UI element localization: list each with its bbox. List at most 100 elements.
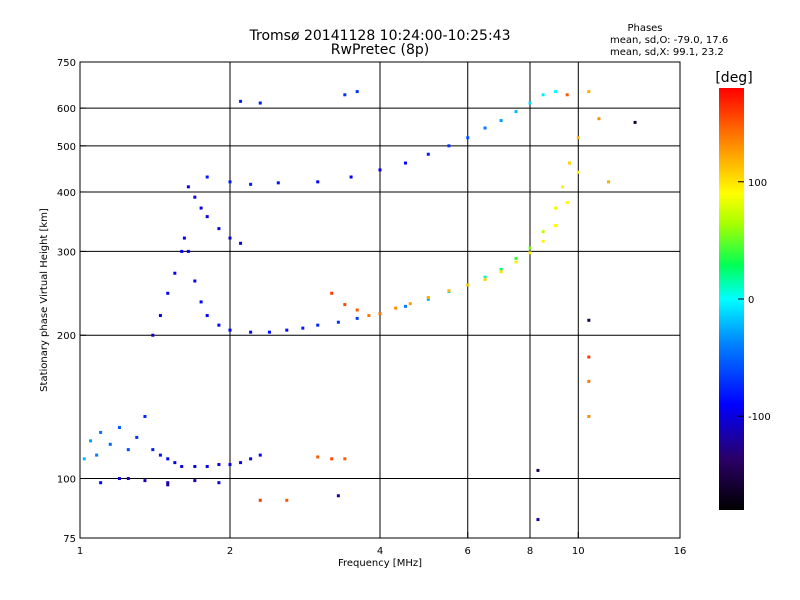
data-point [577, 136, 580, 139]
data-point [466, 284, 469, 287]
data-point [118, 426, 121, 429]
data-point [301, 327, 304, 330]
x-tick-label: 4 [377, 546, 383, 557]
data-point [484, 127, 487, 130]
data-point [249, 457, 252, 460]
data-point [566, 201, 569, 204]
data-point [200, 207, 203, 210]
data-point [500, 270, 503, 273]
data-point [180, 465, 183, 468]
data-point [229, 180, 232, 183]
data-point [394, 307, 397, 310]
x-tick-label: 10 [572, 546, 585, 557]
data-point [404, 162, 407, 165]
data-point [249, 331, 252, 334]
data-point [259, 499, 262, 502]
data-point [193, 479, 196, 482]
data-point [316, 180, 319, 183]
y-tick-label: 75 [63, 534, 76, 545]
data-point [229, 463, 232, 466]
data-point [206, 465, 209, 468]
data-point [427, 153, 430, 156]
data-point [217, 227, 220, 230]
grid-lines [80, 62, 680, 538]
data-point [529, 247, 532, 250]
data-point [542, 93, 545, 96]
data-point [337, 494, 340, 497]
data-point [239, 100, 242, 103]
data-point [180, 250, 183, 253]
data-point [259, 102, 262, 105]
data-point [536, 469, 539, 472]
data-point [217, 324, 220, 327]
x-tick-label: 1 [77, 546, 83, 557]
data-point [229, 237, 232, 240]
data-point [330, 292, 333, 295]
y-tick-label: 200 [57, 331, 76, 342]
data-point [566, 93, 569, 96]
data-point [183, 237, 186, 240]
data-point [277, 181, 280, 184]
y-tick-label: 300 [57, 247, 76, 258]
colorbar-tick-label: -100 [748, 412, 771, 423]
data-point [135, 436, 138, 439]
data-point [193, 196, 196, 199]
ionogram-chart: Tromsø 20141128 10:24:00-10:25:43 RwPret… [0, 0, 800, 600]
data-point [239, 461, 242, 464]
data-point [118, 477, 121, 480]
data-point [447, 289, 450, 292]
phases-heading: Phases [627, 23, 662, 34]
data-point [554, 224, 557, 227]
data-point [597, 117, 600, 120]
data-point [587, 319, 590, 322]
data-point [127, 477, 130, 480]
data-point [193, 280, 196, 283]
y-tick-label: 750 [57, 58, 76, 69]
data-point [484, 278, 487, 281]
x-tick-label: 6 [465, 546, 471, 557]
data-point [343, 457, 346, 460]
x-tick-label: 2 [227, 546, 233, 557]
data-point [356, 308, 359, 311]
data-point [356, 317, 359, 320]
y-tick-label: 600 [57, 104, 76, 115]
data-point [500, 119, 503, 122]
y-axis-ticks: 75100200300400500600750 [57, 58, 86, 545]
data-point [173, 461, 176, 464]
x-tick-label: 16 [674, 546, 687, 557]
data-point [542, 230, 545, 233]
data-point [217, 481, 220, 484]
data-point [99, 431, 102, 434]
data-point [285, 499, 288, 502]
data-point [561, 185, 564, 188]
data-point [200, 300, 203, 303]
x-axis-label: Frequency [MHz] [338, 558, 422, 569]
data-point [206, 175, 209, 178]
data-point [515, 261, 518, 264]
data-point [83, 457, 86, 460]
data-point [536, 518, 539, 521]
data-point [259, 454, 262, 457]
data-point [554, 90, 557, 93]
data-point [166, 483, 169, 486]
data-point [427, 296, 430, 299]
data-point [187, 250, 190, 253]
data-point [268, 331, 271, 334]
data-point [577, 171, 580, 174]
data-point [193, 465, 196, 468]
colorbar: [deg] 100 0 -100 [715, 70, 770, 510]
y-axis-label: Stationary phase Virtual Height [km] [39, 208, 50, 392]
data-point [143, 479, 146, 482]
x-tick-label: 8 [527, 546, 533, 557]
data-point [217, 463, 220, 466]
colorbar-label: [deg] [715, 70, 752, 86]
data-point [173, 272, 176, 275]
colorbar-tick-label: 100 [748, 178, 767, 189]
data-point [206, 314, 209, 317]
data-point [587, 380, 590, 383]
data-point [568, 162, 571, 165]
phases-o-stats: mean, sd,O: -79.0, 17.6 [610, 35, 728, 46]
data-point [554, 207, 557, 210]
data-point [587, 415, 590, 418]
data-point [634, 121, 637, 124]
